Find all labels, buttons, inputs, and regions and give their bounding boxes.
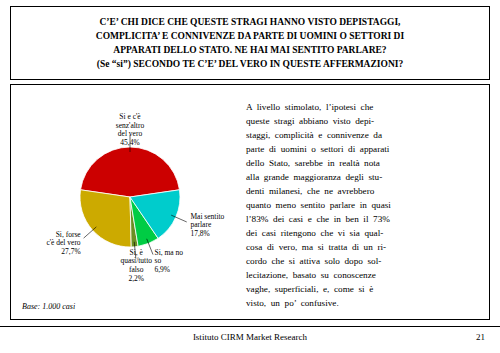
html-text:A livello stimolato, l’ipotesi: A livello stimolato, l’ipotesi che quest… — [246, 102, 391, 308]
html-text:21: 21 — [476, 332, 485, 342]
svg-text:Si e c'èsenz'altrodel vero45,4: Si e c'èsenz'altrodel vero45,4% — [116, 112, 145, 147]
html-text:Istituto CIRM Market Research: Istituto CIRM Market Research — [192, 332, 308, 342]
svg-text:Si, forsec'è del vero27,7%: Si, forsec'è del vero27,7% — [46, 230, 81, 256]
html-text:C’E’ CHI DICE CHE QUESTE STRAG: C’E’ CHI DICE CHE QUESTE STRAGI HANNO VI… — [95, 16, 405, 70]
svg-text:Si, èquasi/tuttofalso2,2%: Si, èquasi/tuttofalso2,2% — [120, 248, 152, 283]
svg-text:Si, ma noso6,9%: Si, ma noso6,9% — [154, 248, 183, 274]
html-text:Base: 1.000 casi: Base: 1.000 casi — [22, 302, 76, 311]
svg-text:Mai sentitoparlare17,8%: Mai sentitoparlare17,8% — [190, 212, 224, 238]
